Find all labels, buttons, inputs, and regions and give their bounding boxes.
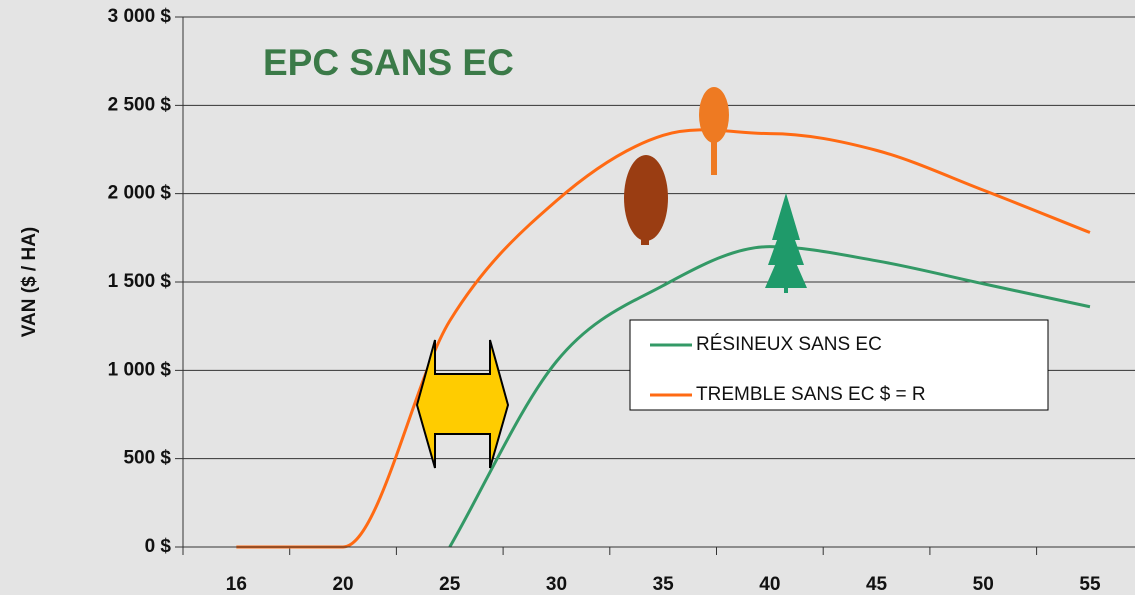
x-tick-label: 25 [439, 574, 461, 595]
x-tick-label: 16 [226, 574, 247, 595]
x-tick-label: 50 [973, 574, 994, 595]
legend-label: RÉSINEUX SANS EC [696, 334, 882, 355]
legend-label: TREMBLE SANS EC $ = R [696, 384, 926, 405]
deciduous-tree [624, 155, 668, 245]
conifer-tree [765, 193, 807, 293]
series-line [236, 128, 1091, 549]
y-tick-label: 3 000 $ [108, 6, 172, 27]
x-tick-label: 20 [332, 574, 353, 595]
y-axis-title: VAN ($ / HA) [19, 227, 40, 337]
y-tick-label: 500 $ [123, 448, 171, 469]
decorations [415, 87, 807, 469]
y-tick-label: 2 000 $ [108, 183, 172, 204]
double-arrow [415, 339, 510, 469]
legend-box [629, 319, 1049, 411]
y-tick-label: 1 500 $ [108, 271, 172, 292]
y-tick-label: 0 $ [145, 536, 172, 557]
x-tick-label: 40 [759, 574, 780, 595]
x-tick-label: 35 [653, 574, 675, 595]
x-tick-label: 55 [1079, 574, 1101, 595]
series-line [448, 245, 1091, 548]
x-tick-label: 45 [866, 574, 888, 595]
aspen-tree [699, 87, 729, 175]
chart-title: EPC SANS EC [263, 42, 514, 83]
x-tick-label: 30 [546, 574, 567, 595]
y-tick-label: 1 000 $ [108, 359, 172, 380]
y-tick-label: 2 500 $ [108, 94, 172, 115]
